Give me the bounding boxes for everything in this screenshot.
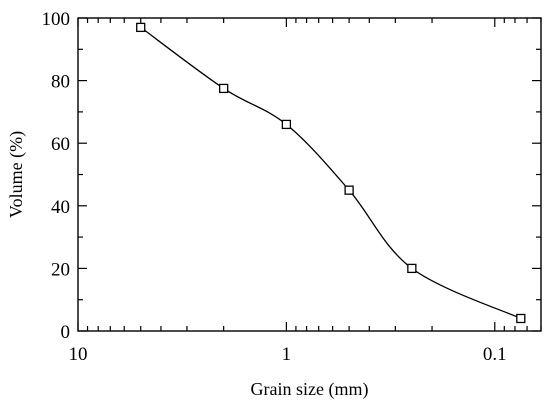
data-point-marker — [136, 22, 146, 33]
x-axis: 10 1 0.1 — [69, 18, 542, 365]
data-point-marker — [516, 313, 526, 324]
data-point-marker — [219, 83, 229, 94]
plot-frame — [77, 17, 542, 332]
data-point-marker — [344, 185, 354, 195]
x-tick-label: 0.1 — [483, 344, 507, 365]
y-tick-label: 100 — [42, 9, 71, 30]
series-layer — [136, 22, 526, 324]
y-tick-label: 80 — [51, 72, 70, 93]
y-axis-title: Volume (%) — [6, 131, 27, 218]
data-point-marker — [407, 263, 417, 274]
y-tick-label: 20 — [51, 259, 70, 280]
data-point-marker — [281, 119, 292, 130]
y-tick-label: 60 — [51, 134, 70, 155]
plot-area-border — [77, 17, 542, 332]
y-axis: 0 20 40 60 80 100 — [42, 9, 541, 343]
series-line — [140, 26, 522, 320]
y-tick-label: 0 — [61, 322, 71, 343]
x-tick-label: 1 — [282, 344, 292, 365]
x-axis-title: Grain size (mm) — [251, 379, 369, 400]
x-tick-label: 10 — [69, 344, 88, 365]
y-tick-label: 40 — [51, 197, 70, 218]
